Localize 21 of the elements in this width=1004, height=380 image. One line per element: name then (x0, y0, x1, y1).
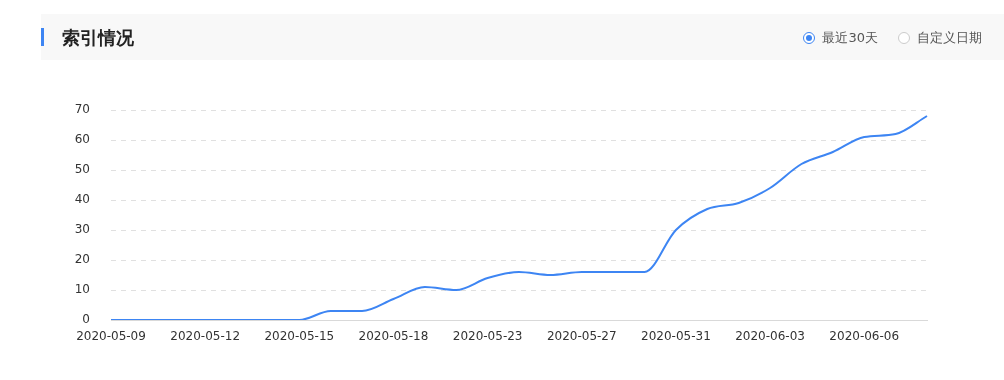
x-tick-label: 2020-05-27 (546, 329, 617, 344)
x-tick-label: 2020-05-31 (641, 329, 711, 344)
y-tick-label: 50 (74, 162, 90, 177)
x-tick-label: 2020-05-12 (170, 329, 241, 344)
y-tick-label: 20 (74, 252, 90, 267)
x-tick-label: 2020-06-03 (735, 329, 805, 344)
y-tick-label: 60 (74, 132, 90, 147)
y-tick-label: 30 (74, 222, 90, 237)
x-tick-label: 2020-05-23 (452, 329, 523, 344)
x-tick-label: 2020-05-15 (264, 329, 335, 344)
x-tick-label: 2020-06-06 (829, 329, 900, 344)
text: 最近30天 (822, 29, 878, 47)
x-tick-label: 2020-05-18 (358, 329, 429, 344)
y-tick-label: 70 (74, 102, 90, 117)
text: 自定义日期 (917, 29, 982, 47)
line-series (110, 115, 928, 320)
x-tick-label: 2020-05-09 (76, 329, 146, 344)
y-tick-label: 0 (82, 312, 90, 327)
y-tick-label: 10 (74, 282, 90, 297)
y-tick-label: 40 (74, 192, 90, 207)
chart-title: 索引情况 (62, 26, 134, 50)
